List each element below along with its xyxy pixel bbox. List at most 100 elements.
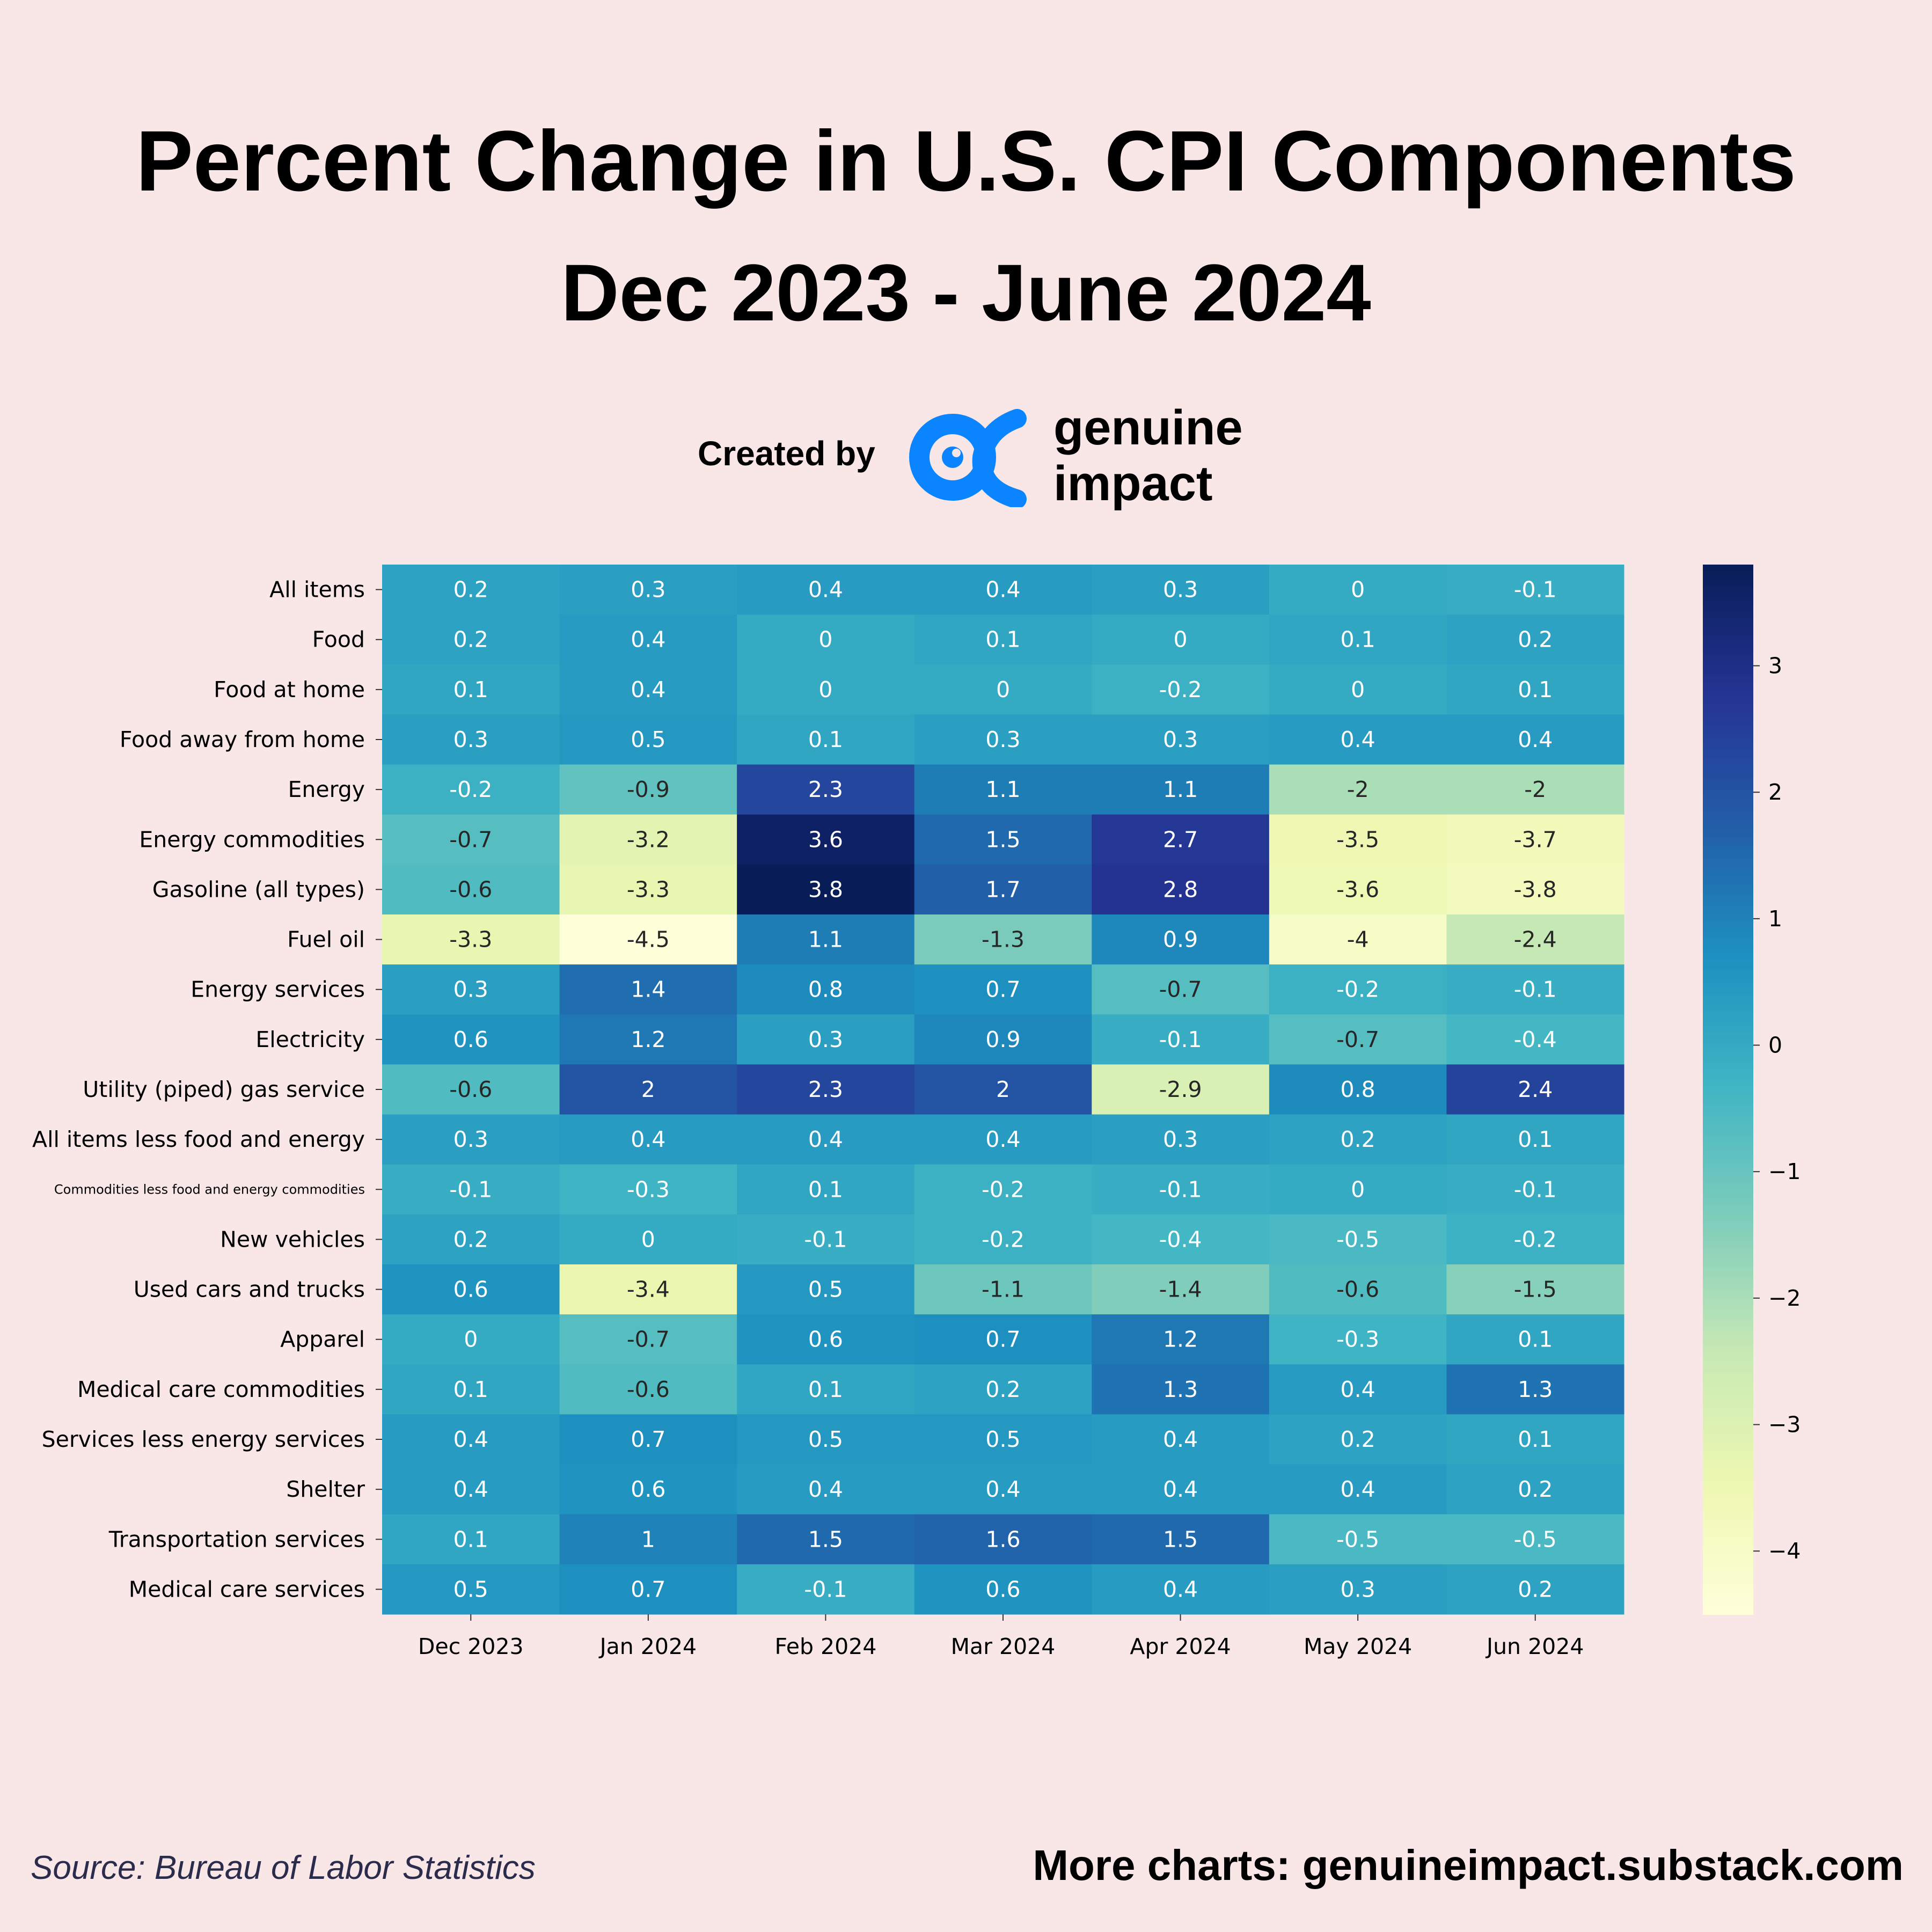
cell-value-label: 0.5 <box>808 1277 843 1302</box>
colorbar-segment <box>1703 753 1753 759</box>
cell-value-label: -0.2 <box>449 777 492 802</box>
heatmap-cell <box>1269 1214 1447 1265</box>
colorbar-segment <box>1703 654 1753 660</box>
cell-value-label: 0.8 <box>1341 1077 1375 1102</box>
y-tick-label: Used cars and trucks <box>134 1277 365 1302</box>
more-charts-link[interactable]: More charts: genuineimpact.substack.com <box>1033 1841 1904 1889</box>
cell-value-label: -0.2 <box>1514 1226 1557 1252</box>
y-tick-label: Apparel <box>280 1327 365 1352</box>
source-note: Source: Bureau of Labor Statistics <box>31 1849 536 1886</box>
colorbar-segment <box>1703 1315 1753 1321</box>
heatmap-cell <box>382 664 560 715</box>
heatmap-cell <box>1092 764 1270 815</box>
colorbar-segment <box>1703 648 1753 655</box>
colorbar-segment <box>1703 638 1753 644</box>
colorbar-segment <box>1703 1162 1753 1169</box>
heatmap-cell <box>559 664 737 715</box>
colorbar-segment <box>1703 1179 1753 1185</box>
cell-value-label: 0.2 <box>1518 627 1553 653</box>
cell-value-label: 0.6 <box>453 1027 488 1052</box>
colorbar-segment <box>1703 1147 1753 1153</box>
heatmap-cell <box>737 1264 915 1315</box>
cell-value-label: 1.1 <box>985 777 1020 802</box>
cell-value-label: 0.9 <box>1163 927 1198 953</box>
cell-value-label: 0.3 <box>631 577 665 603</box>
colorbar-segment <box>1703 801 1753 807</box>
colorbar-segment <box>1703 1037 1753 1043</box>
heatmap-cell <box>559 1214 737 1265</box>
colorbar-segment <box>1703 586 1753 591</box>
heatmap-cell <box>1092 1564 1270 1615</box>
cell-value-label: 1.6 <box>985 1526 1020 1552</box>
colorbar-segment <box>1703 816 1753 823</box>
heatmap-cell <box>1092 1514 1270 1565</box>
colorbar-segment <box>1703 853 1753 859</box>
colorbar-segment <box>1703 596 1753 602</box>
cell-value-label: 0.1 <box>1518 677 1553 702</box>
cell-value-label: -0.6 <box>449 1077 492 1102</box>
heatmap-cell <box>737 1514 915 1565</box>
heatmap-cell <box>1092 1164 1270 1215</box>
cell-value-label: 0.4 <box>985 1126 1020 1152</box>
colorbar-segment <box>1703 926 1753 933</box>
cell-value-label: -1.1 <box>982 1277 1024 1302</box>
colorbar-segment <box>1703 1226 1753 1232</box>
colorbar-segment <box>1703 1079 1753 1085</box>
y-tick-label: Food away from home <box>120 727 365 752</box>
colorbar-segment <box>1703 764 1753 770</box>
colorbar-segment <box>1703 1031 1753 1038</box>
cell-value-label: -0.1 <box>1159 1027 1202 1052</box>
colorbar-segment <box>1703 1047 1753 1053</box>
cell-value-label: 1.3 <box>1163 1377 1198 1402</box>
cell-value-label: 1.5 <box>1163 1526 1198 1552</box>
heatmap-cell <box>382 1114 560 1165</box>
colorbar-segment <box>1703 601 1753 608</box>
cell-value-label: 0.4 <box>1163 1476 1198 1502</box>
heatmap-cell <box>914 764 1092 815</box>
colorbar-segment <box>1703 606 1753 613</box>
cell-value-label: 2.3 <box>808 777 843 802</box>
cell-value-label: 0.8 <box>808 977 843 1002</box>
heatmap-cell <box>1446 664 1624 715</box>
heatmap-cell <box>1269 914 1447 965</box>
cell-value-label: 0.7 <box>985 1327 1020 1352</box>
cell-value-label: -0.2 <box>982 1176 1024 1202</box>
heatmap-cell <box>559 1514 737 1565</box>
colorbar-segment <box>1703 612 1753 618</box>
colorbar-segment <box>1703 1168 1753 1174</box>
colorbar-segment <box>1703 795 1753 802</box>
heatmap-cell <box>382 1564 560 1615</box>
cell-value-label: 0 <box>1351 577 1365 603</box>
cell-value-label: 0.4 <box>631 677 665 702</box>
heatmap-cell <box>1269 1464 1447 1515</box>
heatmap-cell <box>1092 864 1270 915</box>
cell-value-label: 0.1 <box>453 1377 488 1402</box>
colorbar-segment <box>1703 580 1753 587</box>
colorbar-segment <box>1703 1330 1753 1337</box>
colorbar-segment <box>1703 575 1753 581</box>
cell-value-label: 2 <box>641 1077 655 1102</box>
colorbar-segment <box>1703 1063 1753 1069</box>
colorbar-segment <box>1703 1210 1753 1216</box>
heatmap-cell <box>737 814 915 865</box>
colorbar-segment <box>1703 1158 1753 1163</box>
colorbar-segment <box>1703 827 1753 833</box>
colorbar-segment <box>1703 790 1753 796</box>
colorbar-segment <box>1703 732 1753 738</box>
heatmap-cell <box>559 964 737 1015</box>
colorbar-segment <box>1703 1436 1753 1442</box>
cell-value-label: 0 <box>1351 677 1365 702</box>
heatmap-cell <box>737 864 915 915</box>
colorbar-segment <box>1703 1346 1753 1352</box>
heatmap-cell <box>1446 1464 1624 1515</box>
cell-value-label: -0.6 <box>627 1377 670 1402</box>
cell-value-label: 0 <box>818 627 832 653</box>
cell-value-label: -0.5 <box>1336 1226 1379 1252</box>
cell-value-label: 0.4 <box>985 1476 1020 1502</box>
heatmap-cell <box>559 914 737 965</box>
cell-value-label: 2.7 <box>1163 826 1198 852</box>
colorbar-segment <box>1703 884 1753 891</box>
colorbar-segment <box>1703 1199 1753 1206</box>
heatmap-cell <box>737 1464 915 1515</box>
cell-value-label: 1.2 <box>1163 1327 1198 1352</box>
